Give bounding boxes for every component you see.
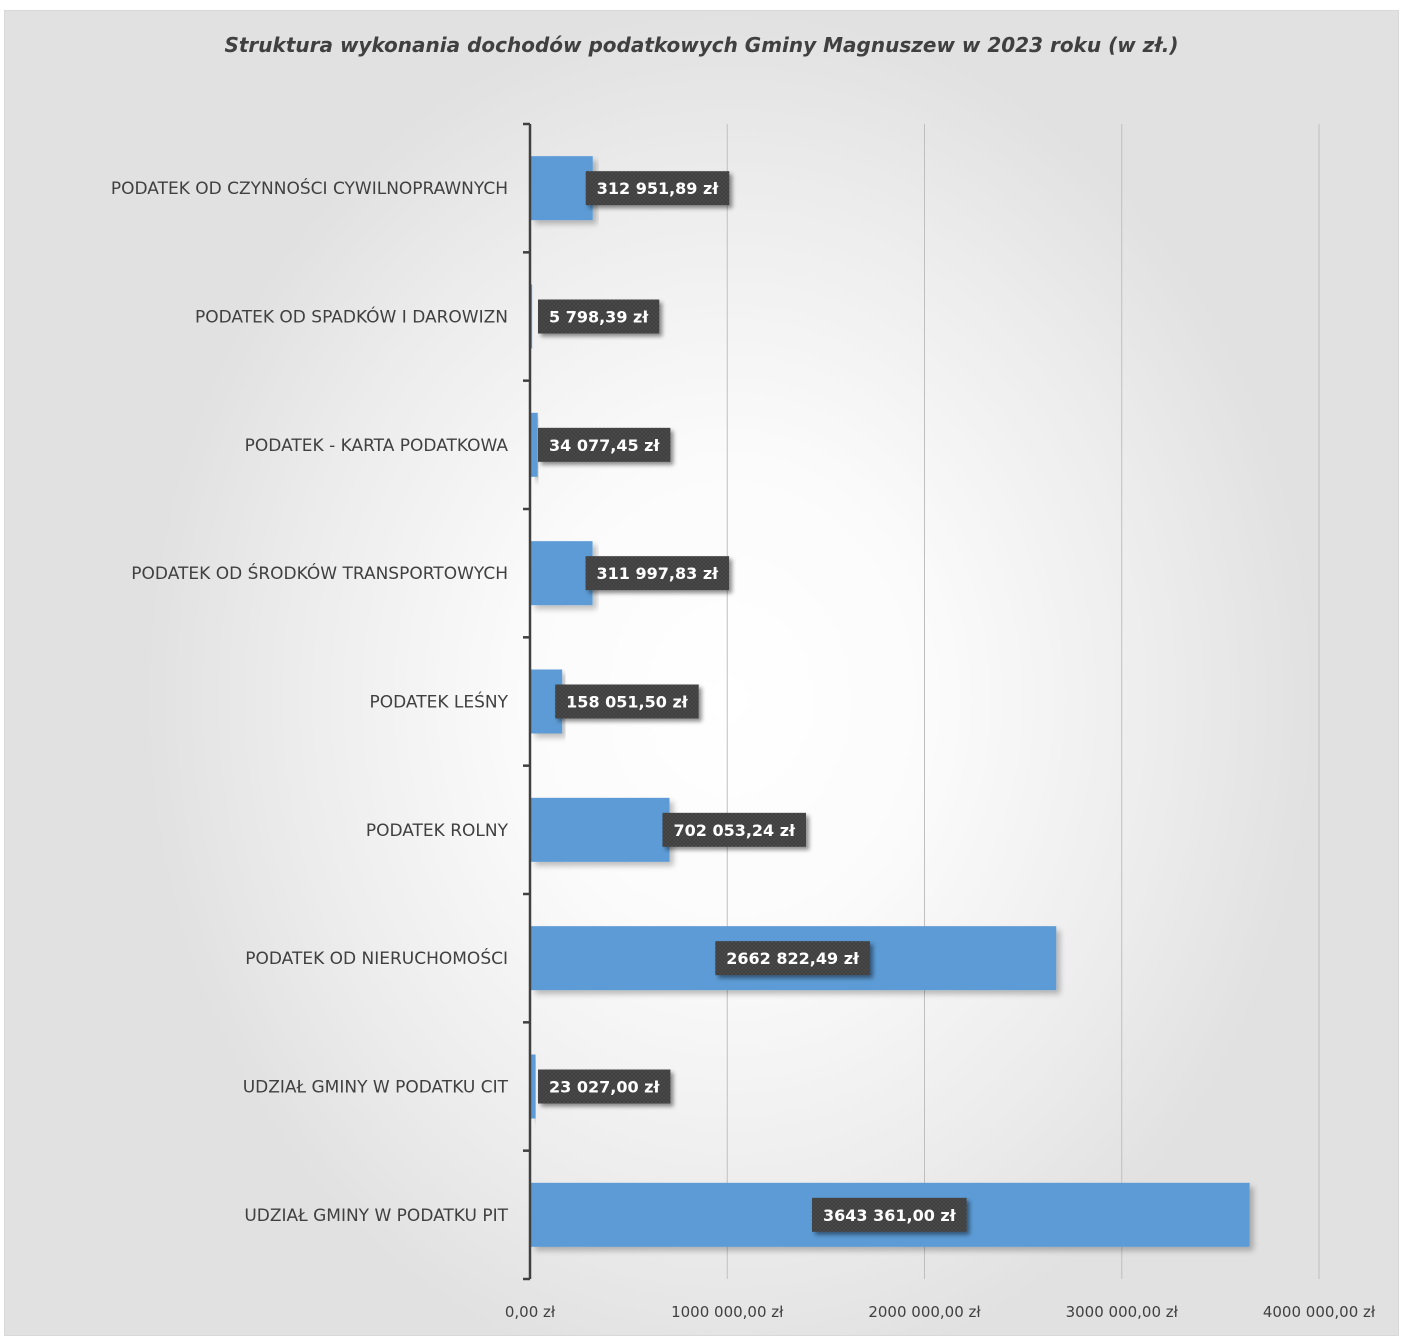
category-label: PODATEK OD CZYNNOŚCI CYWILNOPRAWNYCH (111, 177, 508, 199)
data-label-box (538, 1069, 671, 1104)
category-label: PODATEK LEŚNY (369, 691, 508, 713)
data-label-box (538, 299, 660, 334)
svg-text:312 951,89 zł: 312 951,89 zł (597, 179, 720, 198)
data-label-box (662, 812, 807, 847)
data-label-box (585, 171, 730, 206)
data-label: 34 077,45 zł (538, 427, 671, 462)
data-label: 158 051,50 zł (555, 684, 699, 719)
x-tick-label: 3000 000,00 zł (1066, 1303, 1179, 1321)
category-label: UDZIAŁ GMINY W PODATKU CIT (243, 1078, 509, 1098)
svg-text:2662 822,49 zł: 2662 822,49 zł (726, 949, 860, 968)
data-label-box (811, 1197, 967, 1232)
data-label: 311 997,83 zł (585, 556, 730, 591)
category-label: PODATEK ROLNY (366, 821, 509, 841)
x-tick-label: 0,00 zł (505, 1303, 556, 1321)
svg-text:23 027,00 zł: 23 027,00 zł (549, 1078, 660, 1097)
data-label-box (585, 556, 730, 591)
category-label: UDZIAŁ GMINY W PODATKU PIT (244, 1206, 508, 1226)
data-label-box (538, 427, 671, 462)
bar (531, 541, 593, 606)
category-label: PODATEK OD NIERUCHOMOŚCI (245, 947, 508, 969)
x-tick-label: 2000 000,00 zł (868, 1303, 981, 1321)
data-label: 23 027,00 zł (538, 1069, 671, 1104)
bar (531, 797, 670, 862)
data-label-box (555, 684, 699, 719)
category-label: PODATEK OD ŚRODKÓW TRANSPORTOWYCH (131, 562, 508, 584)
category-label: PODATEK OD SPADKÓW I DAROWIZN (195, 306, 508, 328)
category-label: PODATEK - KARTA PODATKOWA (245, 436, 509, 456)
svg-text:34 077,45 zł: 34 077,45 zł (549, 436, 660, 455)
data-label: 3643 361,00 zł (811, 1197, 967, 1232)
data-label: 702 053,24 zł (662, 812, 807, 847)
svg-text:3643 361,00 zł: 3643 361,00 zł (823, 1206, 957, 1225)
chart-plot: 0,00 zł 1000 000,00 zł 2000 000,00 zł 3000 … (111, 122, 1376, 1321)
data-label-box (715, 941, 870, 976)
x-tick-label: 1000 000,00 zł (671, 1303, 784, 1321)
bar (531, 412, 538, 477)
data-label: 2662 822,49 zł (715, 941, 870, 976)
svg-text:702 053,24 zł: 702 053,24 zł (673, 821, 796, 840)
x-tick-label: 4000 000,00 zł (1263, 1303, 1376, 1321)
chart-title: Struktura wykonania dochodów podatkowych… (224, 33, 1179, 57)
data-label: 5 798,39 zł (538, 299, 660, 334)
svg-text:5 798,39 zł: 5 798,39 zł (549, 308, 649, 327)
bar (531, 1054, 536, 1119)
chart-frame: Struktura wykonania dochodów podatkowych… (4, 10, 1399, 1336)
bar (531, 156, 593, 221)
data-label: 312 951,89 zł (585, 171, 730, 206)
bar (531, 284, 533, 349)
svg-text:311 997,83 zł: 311 997,83 zł (597, 564, 720, 583)
svg-text:158 051,50 zł: 158 051,50 zł (566, 693, 689, 712)
